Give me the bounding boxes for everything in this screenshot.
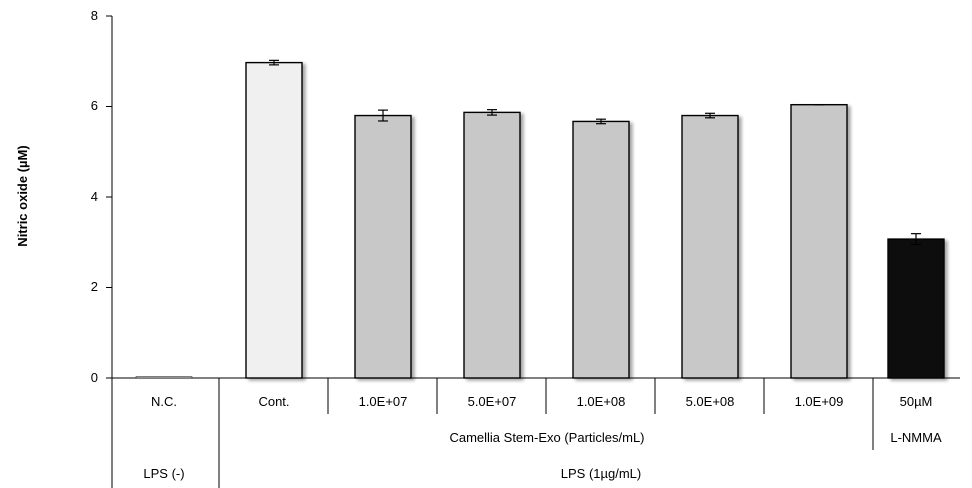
category-label-5e08: 5.0E+08 <box>686 394 735 409</box>
bar-4 <box>572 120 630 379</box>
y-tick-labels: 0 2 4 6 8 <box>91 8 98 385</box>
y-tick-marks <box>106 15 112 379</box>
y-tick-label: 8 <box>91 8 98 23</box>
group-label-lps-pos: LPS (1µg/mL) <box>561 466 641 481</box>
y-tick-label: 4 <box>91 189 98 204</box>
group-label-lnmma: L-NMMA <box>890 430 942 445</box>
category-label-50um: 50µM <box>900 394 933 409</box>
bar-3 <box>463 111 521 379</box>
bars <box>135 59 945 379</box>
category-label-1e07: 1.0E+07 <box>359 394 408 409</box>
bar-7 <box>887 238 945 379</box>
bar-0 <box>135 376 193 379</box>
bar-2 <box>354 114 412 379</box>
category-labels: N.C. Cont. 1.0E+07 5.0E+07 1.0E+08 5.0E+… <box>151 394 932 409</box>
category-label-nc: N.C. <box>151 394 177 409</box>
y-tick-label: 2 <box>91 279 98 294</box>
category-label-1e09: 1.0E+09 <box>795 394 844 409</box>
error-bar-2 <box>378 109 388 122</box>
y-axis-title: Nitric oxide (µM) <box>15 145 30 246</box>
category-label-1e08: 1.0E+08 <box>577 394 626 409</box>
bar-6 <box>790 103 848 379</box>
y-tick-label: 0 <box>91 370 98 385</box>
category-label-5e07: 5.0E+07 <box>468 394 517 409</box>
y-tick-label: 6 <box>91 98 98 113</box>
category-table-lines <box>111 378 874 488</box>
category-label-cont: Cont. <box>258 394 289 409</box>
bar-5 <box>681 114 739 379</box>
bar-1 <box>245 61 303 379</box>
group-label-lps-neg: LPS (-) <box>143 466 184 481</box>
error-bar-5 <box>705 112 715 119</box>
group-label-camellia: Camellia Stem-Exo (Particles/mL) <box>449 430 644 445</box>
error-bar-3 <box>487 109 497 116</box>
error-bar-7 <box>911 233 921 246</box>
error-bar-1 <box>269 59 279 66</box>
error-bar-4 <box>596 118 606 125</box>
